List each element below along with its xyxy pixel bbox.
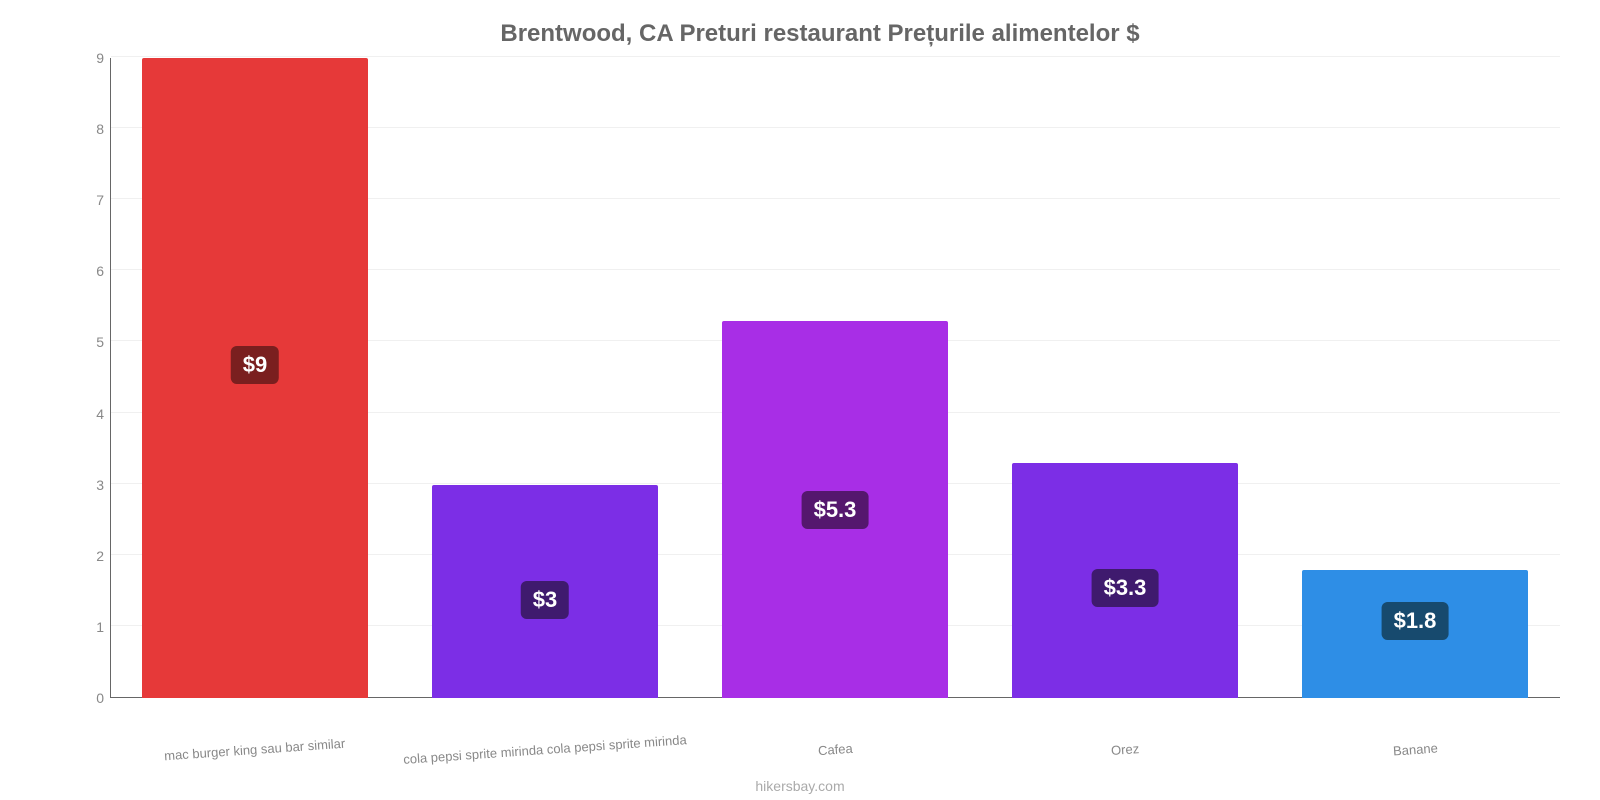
bar: $3 — [432, 485, 658, 698]
y-tick: 4 — [96, 406, 104, 422]
x-label: Cafea — [690, 742, 980, 772]
x-label: mac burger king sau bar similar — [110, 742, 400, 772]
y-tick: 1 — [96, 619, 104, 635]
bar-slot: $9 — [110, 58, 400, 698]
chart-title: Brentwood, CA Preturi restaurant Prețuri… — [80, 20, 1560, 48]
attribution-text: hikersbay.com — [0, 778, 1600, 794]
bar-value-label: $9 — [231, 346, 279, 384]
y-tick: 0 — [96, 690, 104, 706]
bar: $1.8 — [1302, 570, 1528, 698]
bar-slot: $1.8 — [1270, 58, 1560, 698]
bar-slot: $3.3 — [980, 58, 1270, 698]
bar-slot: $3 — [400, 58, 690, 698]
bar: $9 — [142, 58, 368, 698]
y-tick: 2 — [96, 548, 104, 564]
bar-value-label: $1.8 — [1382, 602, 1449, 640]
bar: $5.3 — [722, 321, 948, 698]
y-tick: 5 — [96, 334, 104, 350]
bar-value-label: $3.3 — [1092, 569, 1159, 607]
bar-slot: $5.3 — [690, 58, 980, 698]
chart-container: Brentwood, CA Preturi restaurant Prețuri… — [0, 0, 1600, 800]
y-tick: 9 — [96, 50, 104, 66]
x-label: cola pepsi sprite mirinda cola pepsi spr… — [400, 742, 690, 772]
bar-value-label: $3 — [521, 581, 569, 619]
y-tick: 6 — [96, 263, 104, 279]
plot-area: 0123456789 $9$3$5.3$3.3$1.8 — [80, 58, 1560, 698]
x-axis-labels: mac burger king sau bar similarcola peps… — [110, 742, 1560, 772]
bars-group: $9 $3 $5.3 $3.3 $1.8 — [110, 58, 1560, 698]
bar: $3.3 — [1012, 463, 1238, 698]
y-axis: 0123456789 — [80, 58, 110, 698]
gridline — [111, 56, 1560, 57]
bar-value-label: $5.3 — [802, 491, 869, 529]
x-label: Orez — [980, 742, 1270, 772]
y-tick: 7 — [96, 192, 104, 208]
y-tick: 3 — [96, 477, 104, 493]
y-tick: 8 — [96, 121, 104, 137]
x-label: Banane — [1270, 742, 1560, 772]
